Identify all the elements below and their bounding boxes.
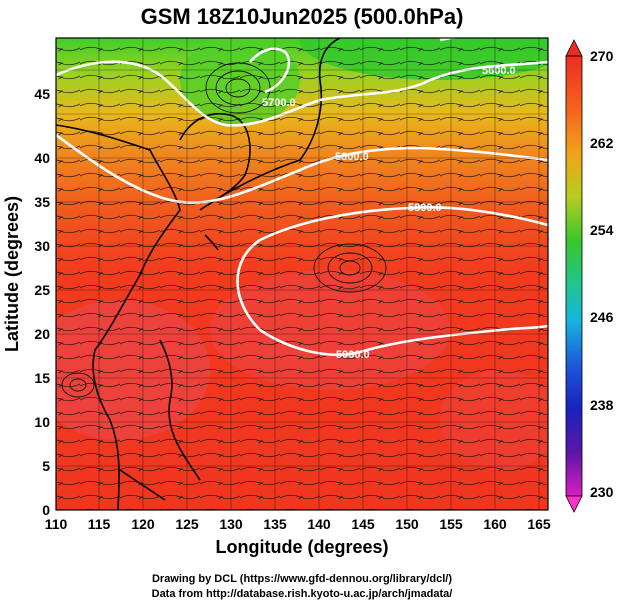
y-tick-label: 0 (42, 502, 50, 518)
colorbar-tick-label: 254 (590, 222, 614, 238)
y-tick-label: 25 (34, 282, 50, 298)
colorbar-tick-label: 230 (590, 484, 614, 500)
x-tick-label: 115 (88, 516, 111, 532)
y-tick-label: 10 (34, 414, 50, 430)
contour-5600-low (249, 47, 291, 94)
x-tick-label: 155 (439, 516, 463, 532)
colorbar-bottom-arrow (565, 495, 583, 513)
plot-frame (55, 37, 549, 511)
x-tick-label: 165 (527, 516, 551, 532)
x-tick-label: 150 (395, 516, 419, 532)
x-tick-label: 130 (219, 516, 243, 532)
wind-streamlines (56, 38, 548, 510)
contour-label: 5800.0 (335, 151, 369, 163)
x-tick-label: 120 (131, 516, 155, 532)
chart-title: GSM 18Z10Jun2025 (500.0hPa) (141, 4, 464, 29)
y-axis-ticks: 0 5 10 15 20 25 30 35 40 45 (34, 86, 50, 518)
y-tick-label: 30 (34, 238, 50, 254)
y-tick-label: 40 (34, 150, 50, 166)
contour-label: 5700.0 (262, 97, 296, 109)
contour-label: 5800.0 (408, 202, 442, 214)
y-tick-label: 35 (34, 194, 50, 210)
x-axis-label: Longitude (degrees) (215, 537, 388, 557)
colorbar-tick-label: 270 (590, 48, 614, 64)
contour-label: 5900.0 (336, 349, 370, 361)
colorbar-tick-label: 246 (590, 309, 614, 325)
x-axis-ticks: 110 115 120 125 130 135 140 145 150 155 … (45, 516, 551, 532)
y-tick-label: 15 (34, 370, 50, 386)
credit-drawing: Drawing by DCL (https://www.gfd-dennou.o… (152, 573, 452, 585)
x-tick-label: 110 (45, 516, 68, 532)
contour-label: 5600.0 (482, 65, 516, 77)
credit-data-source: Data from http://database.rish.kyoto-u.a… (152, 588, 453, 600)
contour-5800-south (236, 206, 548, 356)
x-tick-label: 125 (175, 516, 199, 532)
colorbar-scale (565, 55, 583, 497)
anticyclone-vortex (313, 243, 387, 293)
x-tick-label: 160 (483, 516, 507, 532)
contour-5800-north (56, 133, 548, 204)
x-tick-label: 145 (351, 516, 375, 532)
y-tick-label: 45 (34, 86, 50, 102)
colorbar: 270 262 254 246 238 230 (565, 39, 614, 513)
y-tick-label: 5 (42, 458, 50, 474)
map-plot-area: 5600.0 5700.0 5800.0 5800.0 5900.0 (56, 38, 548, 510)
coastlines (56, 38, 341, 510)
colorbar-tick-label: 262 (590, 135, 614, 151)
graticule (56, 38, 548, 510)
x-tick-label: 140 (307, 516, 331, 532)
colorbar-tick-label: 238 (590, 397, 614, 413)
x-tick-label: 135 (263, 516, 287, 532)
colorbar-top-arrow (565, 39, 583, 57)
low-pressure-vortex (205, 62, 271, 114)
tropical-vortex (61, 372, 95, 398)
y-tick-label: 20 (34, 326, 50, 342)
y-axis-label: Latitude (degrees) (2, 196, 22, 352)
